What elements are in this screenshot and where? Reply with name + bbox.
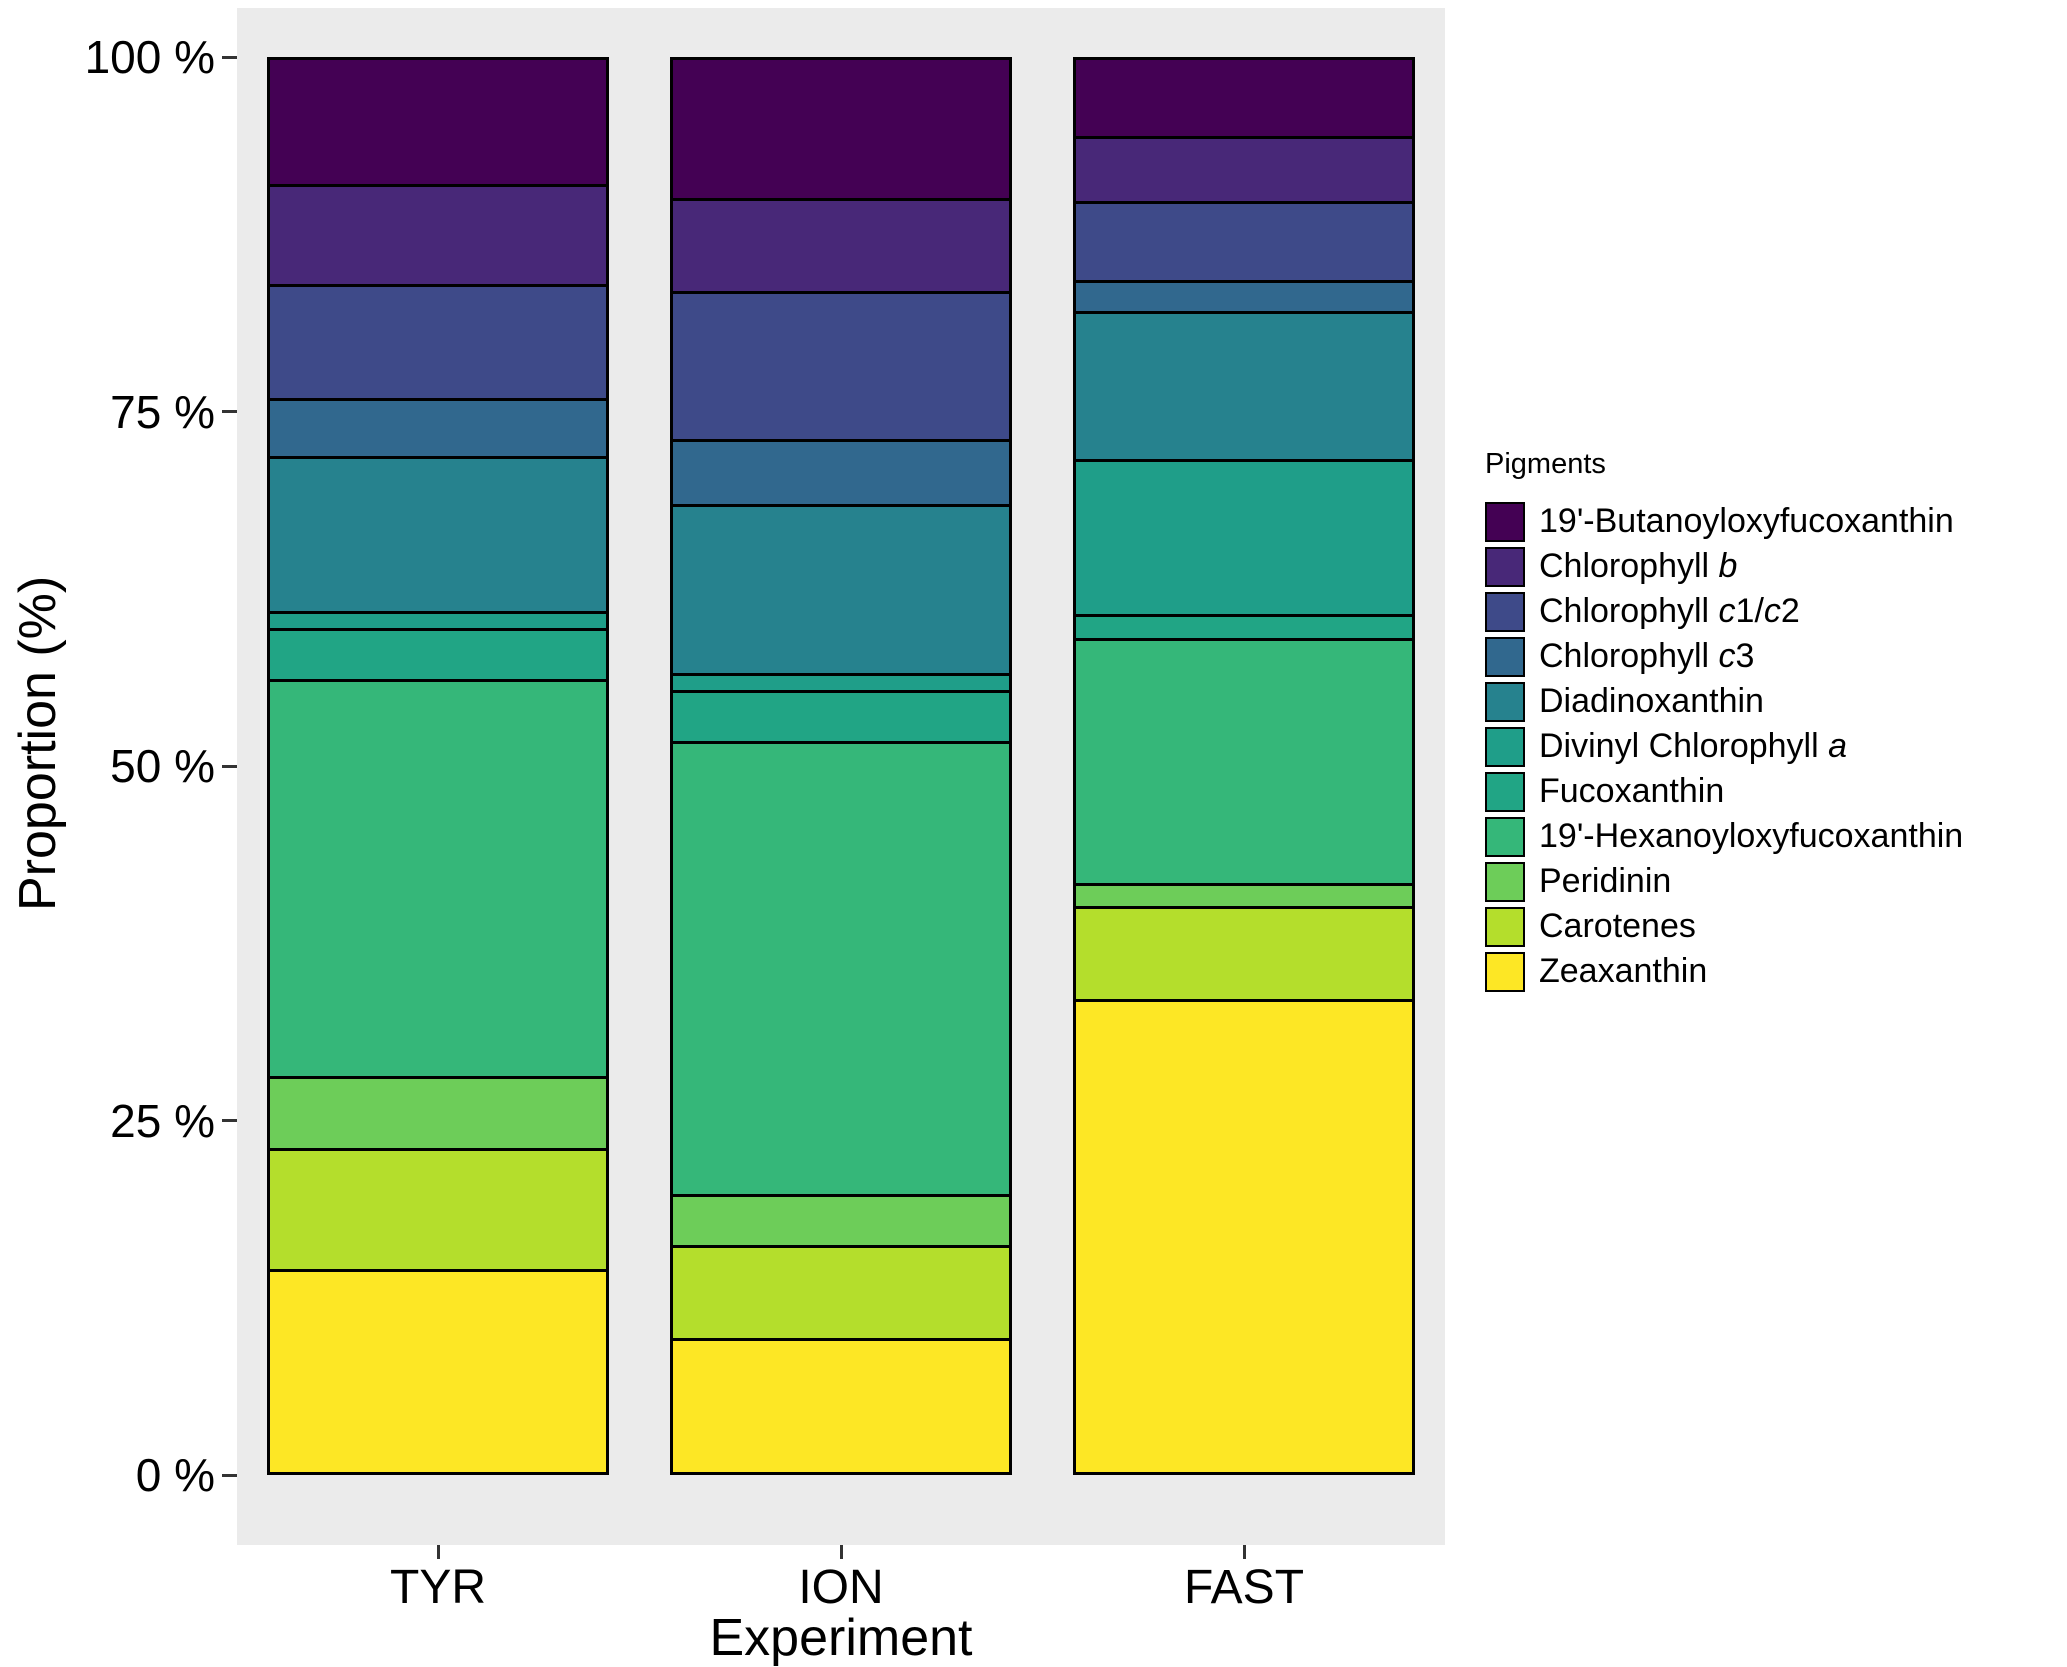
y-tick-mark	[222, 55, 237, 59]
legend: Pigments 19'-Butanoyloxyfucoxanthin Chlor…	[1485, 448, 2063, 994]
y-tick-label: 100 %	[84, 31, 215, 83]
legend-key-swatch	[1485, 726, 1525, 767]
legend-item: 19'-Butanoyloxyfucoxanthin	[1485, 499, 2063, 544]
y-tick-label: 50 %	[110, 740, 215, 792]
legend-item: Peridinin	[1485, 859, 2063, 904]
bar-segment	[670, 673, 1012, 690]
x-tick-label-tyr: TYR	[390, 1561, 486, 1614]
y-tick-mark	[222, 1473, 237, 1477]
legend-item: Chlorophyll b	[1485, 544, 2063, 589]
legend-label: Zeaxanthin	[1539, 952, 1708, 990]
bar-segment	[670, 1193, 1012, 1245]
bar-segment	[267, 627, 609, 680]
bar-segment	[670, 504, 1012, 674]
legend-key-swatch	[1485, 501, 1525, 542]
x-tick-mark	[839, 1545, 843, 1559]
bar-segment	[670, 1244, 1012, 1338]
legend-label: Chlorophyll b	[1539, 547, 1738, 585]
bar-segment	[267, 455, 609, 611]
bar-segment	[670, 291, 1012, 440]
y-tick-label: 75 %	[110, 385, 215, 438]
bar-segment	[267, 184, 609, 285]
legend-key-swatch	[1485, 861, 1525, 902]
bar-segment	[670, 689, 1012, 742]
legend-label: 19'-Butanoyloxyfucoxanthin	[1539, 502, 1954, 540]
x-tick-label-ion: ION	[798, 1561, 884, 1614]
bar-segment	[267, 1148, 609, 1269]
bar-segment	[267, 1076, 609, 1149]
legend-item: Chlorophyll c1/c2	[1485, 589, 2063, 634]
bar-segment	[670, 741, 1012, 1194]
x-tick-mark	[436, 1545, 440, 1559]
legend-key-swatch	[1485, 591, 1525, 632]
legend-label: Chlorophyll c3	[1539, 637, 1755, 675]
bar-segment	[1073, 637, 1415, 883]
legend-items: 19'-Butanoyloxyfucoxanthin Chlorophyll b C…	[1485, 499, 2063, 994]
bar-fast	[1073, 57, 1415, 1475]
legend-label: Fucoxanthin	[1539, 772, 1725, 810]
y-tick-mark	[222, 1119, 237, 1122]
legend-item: 19'-Hexanoyloxyfucoxanthin	[1485, 814, 2063, 859]
bar-segment	[1073, 458, 1415, 614]
bar-segment	[267, 1268, 609, 1475]
bar-segment	[1073, 57, 1415, 137]
bar-segment	[670, 439, 1012, 505]
legend-label: Peridinin	[1539, 862, 1672, 900]
bar-segment	[1073, 201, 1415, 281]
bar-segment	[267, 284, 609, 398]
x-tick-label-fast: FAST	[1183, 1561, 1305, 1614]
bar-segment	[670, 1337, 1012, 1476]
y-tick-label: 0 %	[135, 1449, 215, 1501]
x-tick-mark	[1242, 1545, 1246, 1559]
y-tick-label: 25 %	[110, 1094, 215, 1147]
bar-segment	[267, 57, 609, 185]
x-axis-title: Experiment	[709, 1609, 973, 1667]
legend-key-swatch	[1485, 681, 1525, 722]
legend-item: Fucoxanthin	[1485, 769, 2063, 814]
legend-key-swatch	[1485, 951, 1525, 992]
legend-key-swatch	[1485, 546, 1525, 587]
legend-key-swatch	[1485, 816, 1525, 857]
legend-item: Divinyl Chlorophyll a	[1485, 724, 2063, 769]
bar-segment	[1073, 882, 1415, 907]
legend-key-swatch	[1485, 906, 1525, 947]
bar-segment	[267, 397, 609, 456]
legend-key-swatch	[1485, 636, 1525, 677]
y-axis-title: Proportion (%)	[9, 575, 67, 911]
y-tick-mark	[222, 410, 237, 413]
bar-segment	[670, 198, 1012, 292]
legend-title: Pigments	[1485, 448, 1606, 480]
legend-item: Chlorophyll c3	[1485, 634, 2063, 679]
bar-segment	[1073, 310, 1415, 459]
legend-label: Diadinoxanthin	[1539, 682, 1764, 720]
bar-segment	[267, 610, 609, 628]
bar-segment	[267, 679, 609, 1077]
bar-segment	[1073, 136, 1415, 202]
bar-segment	[1073, 999, 1415, 1475]
bar-ion	[670, 57, 1012, 1476]
bar-segment	[1073, 906, 1415, 1000]
legend-item: Diadinoxanthin	[1485, 679, 2063, 724]
bar-segment	[670, 57, 1012, 199]
legend-item: Zeaxanthin	[1485, 949, 2063, 994]
y-tick-mark	[222, 764, 237, 768]
legend-label: Chlorophyll c1/c2	[1539, 592, 1800, 630]
legend-label: Divinyl Chlorophyll a	[1539, 727, 1848, 765]
legend-label: Carotenes	[1539, 907, 1696, 945]
legend-key-swatch	[1485, 771, 1525, 812]
bar-segment	[1073, 280, 1415, 311]
bar-tyr	[267, 57, 609, 1475]
legend-label: 19'-Hexanoyloxyfucoxanthin	[1539, 817, 1964, 855]
legend-item: Carotenes	[1485, 904, 2063, 949]
bar-segment	[1073, 613, 1415, 638]
